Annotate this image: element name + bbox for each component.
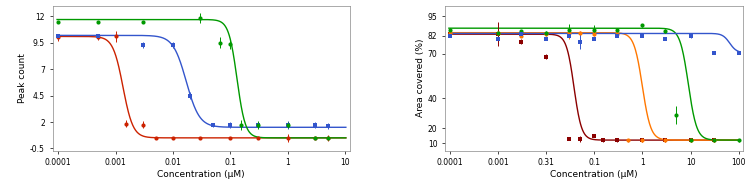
X-axis label: Concentration (μM): Concentration (μM)	[550, 170, 638, 179]
Y-axis label: Area covered (%): Area covered (%)	[416, 39, 425, 117]
X-axis label: Concentration (μM): Concentration (μM)	[158, 170, 245, 179]
Y-axis label: Peak count: Peak count	[18, 53, 27, 103]
